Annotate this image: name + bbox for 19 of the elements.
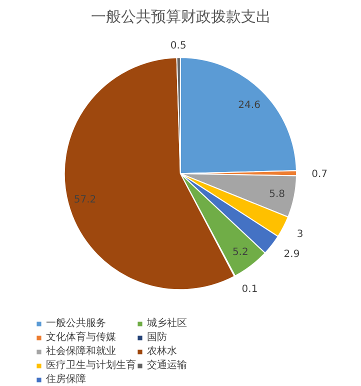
data-label: 3 [296, 229, 304, 240]
legend-label: 社会保障和就业 [46, 344, 116, 358]
legend-label: 农林水 [147, 344, 177, 358]
legend-label: 医疗卫生与计划生育 [46, 358, 136, 372]
data-label: 0.7 [312, 169, 328, 180]
data-label: 57.2 [74, 194, 96, 206]
data-label: 24.6 [238, 100, 260, 111]
data-label: 5.8 [269, 189, 286, 200]
legend-label: 文化体育与传媒 [46, 330, 116, 344]
data-label: 0.1 [242, 284, 258, 295]
legend-label: 住房保障 [46, 372, 86, 386]
legend-label: 交通运输 [147, 358, 187, 372]
legend-label: 城乡社区 [147, 316, 187, 330]
legend-label: 一般公共服务 [46, 316, 106, 330]
data-label: 0.5 [170, 40, 186, 52]
legend-label: 国防 [147, 330, 167, 344]
data-label: 5.2 [232, 246, 248, 258]
chart-title: 一般公共预算财政拨款支出 [91, 8, 271, 26]
data-label: 2.9 [284, 249, 300, 260]
